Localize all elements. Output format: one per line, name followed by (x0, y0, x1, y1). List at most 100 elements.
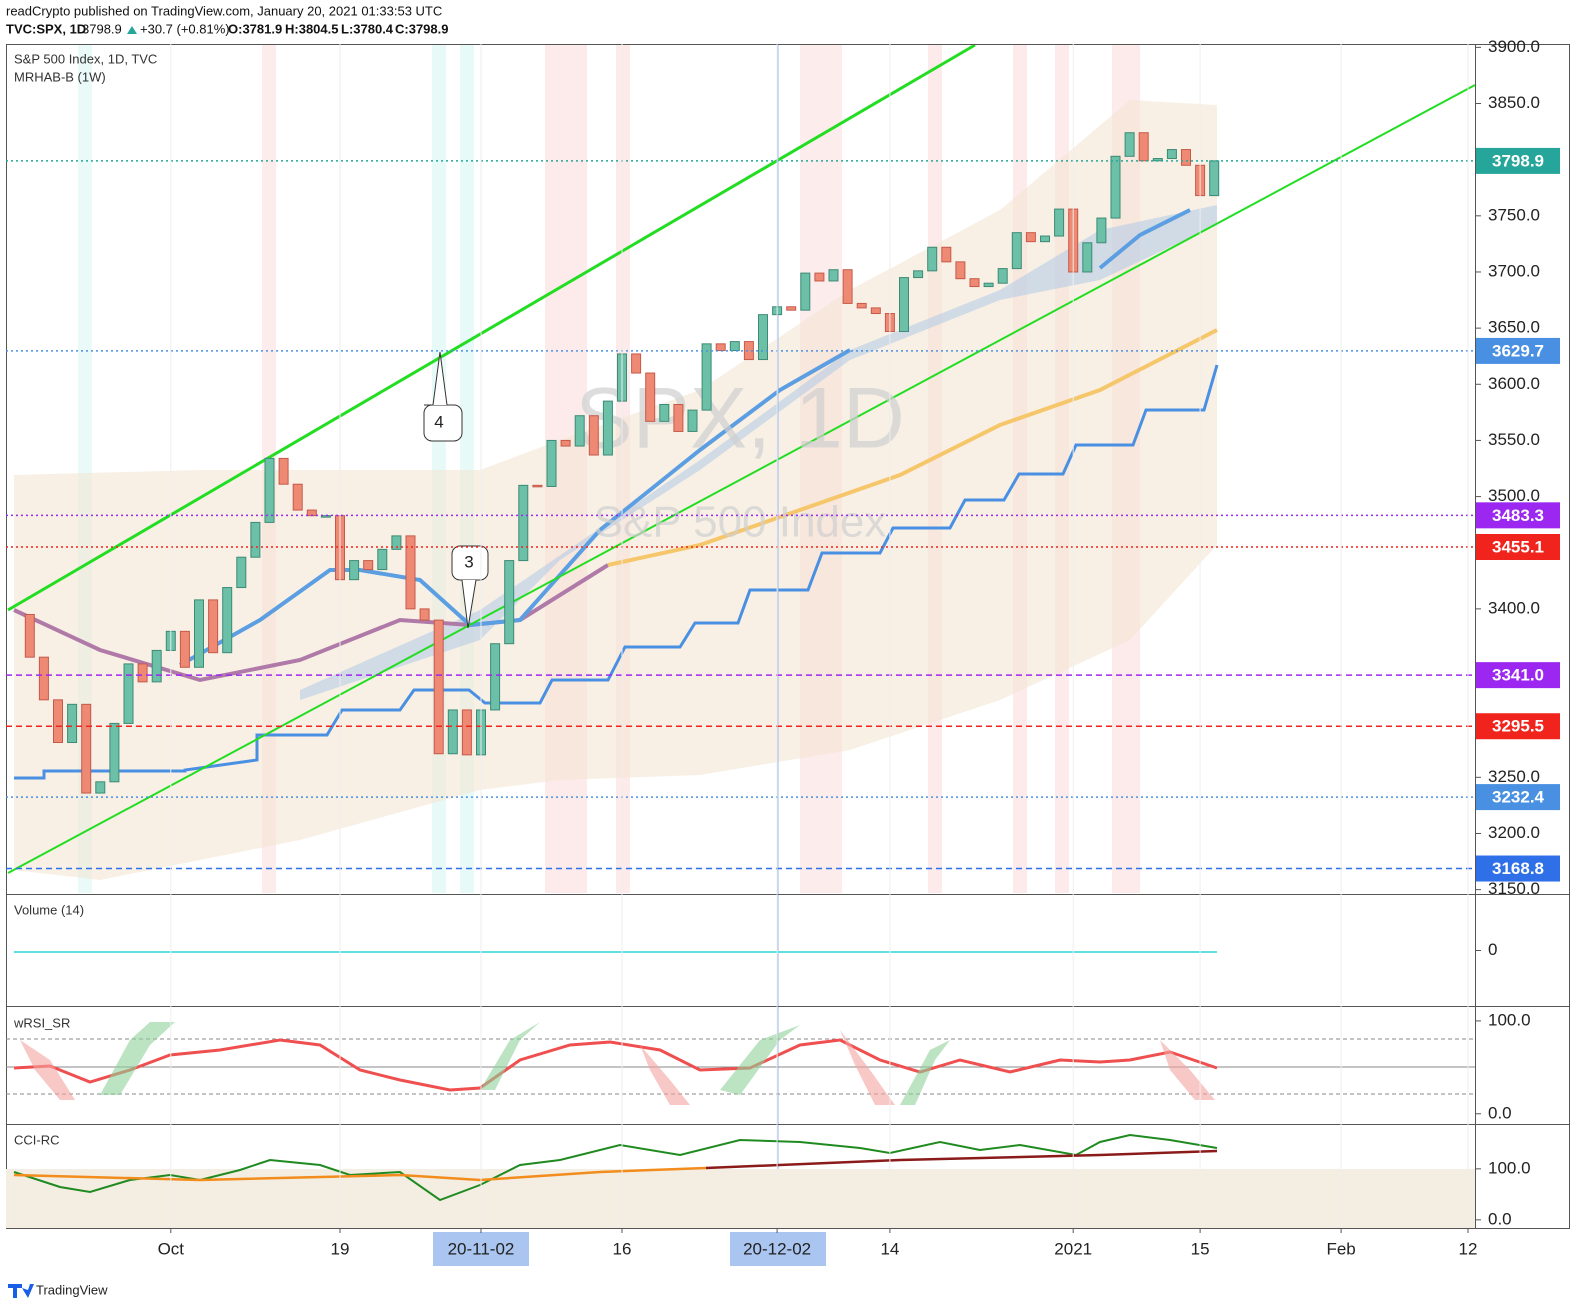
candle-body (729, 341, 740, 352)
y-tick-label: 3500.0 (1488, 486, 1540, 505)
change: +30.7 (+0.81%) (140, 21, 230, 36)
candle-body (687, 409, 698, 432)
x-tick-label: 20-12-02 (743, 1239, 811, 1258)
candle-body (701, 343, 712, 411)
cci-line (13, 1133, 1218, 1202)
watermark-symbol: SPX, 1D (575, 371, 905, 467)
candle-body (1082, 242, 1093, 273)
candle-body (546, 439, 557, 487)
x-tick-label: Oct (158, 1239, 185, 1258)
candle-body (828, 269, 839, 282)
candle-body (518, 484, 529, 562)
ohlc-low: L:3780.4 (341, 21, 394, 36)
callout (423, 404, 463, 442)
candle-body (560, 439, 571, 447)
footer: TradingView (36, 1282, 108, 1297)
pane-title: Volume (14) (14, 902, 84, 917)
candle-body (955, 261, 966, 280)
x-tick-label: 12 (1459, 1239, 1478, 1258)
legend-series: S&P 500 Index, 1D, TVC (14, 51, 157, 66)
candle-body (588, 415, 599, 456)
candle-body (95, 781, 106, 794)
publisher: readCrypto published on TradingView.com,… (6, 3, 442, 18)
wrsi-ribbon (20, 1040, 75, 1100)
x-tick-label: Feb (1326, 1239, 1355, 1258)
pane-title: wRSI_SR (13, 1015, 70, 1030)
x-tick-label: 15 (1191, 1239, 1210, 1258)
price-label: 3341.0 (1492, 666, 1544, 685)
candle-body (673, 403, 684, 432)
candle-body (504, 560, 515, 645)
candle-body (631, 353, 642, 374)
y-tick-label: 3850.0 (1488, 93, 1540, 112)
time-highlight (730, 1232, 826, 1266)
y-tick-label: 3200.0 (1488, 823, 1540, 842)
candle-body (123, 663, 134, 724)
candle-body (363, 560, 374, 571)
y-tick-label: 3550.0 (1488, 430, 1540, 449)
ohlc-close: C:3798.9 (395, 21, 448, 36)
candle-body (433, 619, 444, 755)
y-tick-label: 3650.0 (1488, 318, 1540, 337)
ohlc-high: H:3804.5 (285, 21, 338, 36)
candle-body (137, 663, 148, 683)
watermark-name: S&P 500 Index (594, 498, 887, 547)
callout-pointer (461, 579, 477, 629)
price-label-bg (1476, 337, 1560, 364)
channel-lower (7, 84, 1476, 874)
channel-upper (7, 43, 976, 612)
candle-body (842, 269, 853, 304)
candle-body (1110, 155, 1121, 219)
candle-body (941, 246, 952, 263)
price-label: 3455.1 (1492, 537, 1544, 556)
y-tick-label: 3400.0 (1488, 598, 1540, 617)
candle-body (814, 272, 825, 282)
candle-body (758, 314, 768, 361)
candle-body (349, 560, 360, 581)
y-tick-label: 100.0 (1488, 1010, 1531, 1029)
price-label: 3168.8 (1492, 859, 1544, 878)
candle-body (602, 400, 613, 456)
wrsi-line (13, 1038, 1218, 1092)
candle-body (461, 709, 472, 756)
wrsi-ribbon (840, 1030, 895, 1105)
pane-title: CCI-RC (14, 1132, 60, 1147)
wrsi-ribbon (640, 1045, 690, 1105)
candle-body (81, 703, 92, 794)
y-tick-label: 3700.0 (1488, 261, 1540, 280)
y-tick-label: 3900.0 (1488, 37, 1540, 56)
wrsi-ribbon (100, 1022, 175, 1095)
y-tick-label: 3750.0 (1488, 205, 1540, 224)
callout (451, 545, 489, 581)
price-label: 3295.5 (1492, 717, 1544, 736)
wrsi-ribbon (720, 1025, 800, 1095)
candle-body (208, 599, 219, 654)
step-line (14, 364, 1219, 780)
price-label-bg (1476, 662, 1560, 689)
candle-body (264, 457, 275, 523)
candle-body (1011, 232, 1022, 270)
candle-body (1209, 160, 1220, 197)
candle-body (236, 556, 247, 589)
candle-body (490, 643, 501, 711)
logo (8, 1284, 34, 1298)
candle-body (870, 307, 881, 315)
y-tick-label: 0.0 (1488, 1103, 1512, 1122)
ohlc-open: O:3781.9 (228, 21, 282, 36)
candle-body (391, 535, 402, 550)
mid-ma-recent (1098, 208, 1191, 270)
y-tick-label: 0 (1488, 940, 1497, 959)
y-tick-label: 3250.0 (1488, 767, 1540, 786)
candle-body (222, 587, 233, 654)
candle-body (53, 699, 63, 744)
up-arrow (127, 26, 137, 34)
candle-body (320, 515, 331, 518)
candle-body (800, 272, 811, 311)
price-label-bg (1476, 713, 1560, 740)
wrsi-ribbon (900, 1040, 950, 1105)
candle-body (1096, 217, 1107, 244)
candle-body (1040, 235, 1050, 243)
price-label: 3232.4 (1492, 788, 1545, 807)
candle-body (927, 246, 938, 272)
